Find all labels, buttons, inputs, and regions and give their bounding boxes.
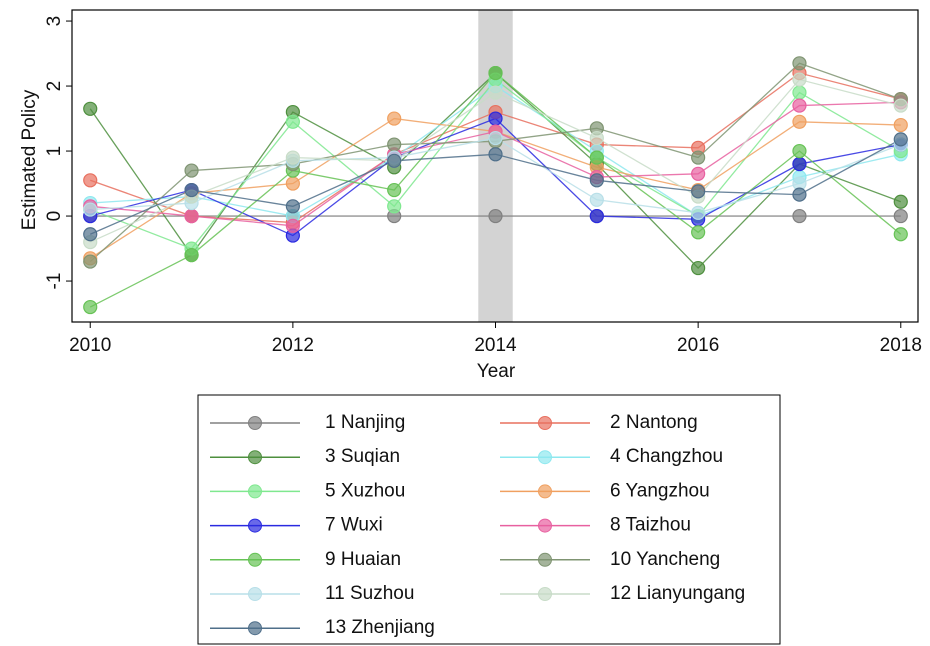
point (488, 85, 503, 100)
legend-marker (538, 450, 552, 465)
point (792, 187, 807, 202)
point (184, 182, 199, 198)
legend-label: 11 Suzhou (325, 583, 414, 604)
point (792, 56, 807, 71)
legend-label: 6 Yangzhou (610, 480, 710, 501)
legend-label: 7 Wuxi (325, 515, 383, 536)
legend-label: 9 Huaian (325, 549, 401, 570)
point (589, 173, 604, 188)
legend-label: 12 Lianyungang (610, 583, 745, 604)
point (691, 150, 706, 165)
point (792, 98, 807, 113)
point (83, 101, 98, 116)
point (387, 111, 402, 126)
point (83, 254, 98, 269)
point (387, 199, 402, 214)
legend-marker (538, 552, 552, 567)
point (387, 153, 402, 168)
point (589, 192, 604, 207)
point (83, 202, 98, 217)
point (893, 132, 908, 147)
point (893, 227, 908, 242)
point (792, 72, 807, 87)
legend-label: 2 Nantong (610, 412, 698, 433)
y-tick-label: -1 (44, 273, 65, 290)
point (691, 225, 706, 240)
y-tick-label: 3 (44, 16, 65, 27)
point (792, 114, 807, 129)
point (792, 143, 807, 159)
point (285, 150, 300, 165)
legend-label: 3 Suqian (325, 446, 400, 467)
legend-box (197, 394, 781, 645)
legend-marker (538, 587, 552, 601)
x-tick-label: 2018 (880, 335, 922, 356)
point (792, 208, 807, 224)
legend-label: 13 Zhenjiang (325, 617, 435, 638)
point (893, 98, 908, 113)
point (387, 137, 402, 152)
plot-frame (71, 9, 919, 323)
point (691, 166, 706, 181)
legend-label: 1 Nanjing (325, 412, 405, 433)
y-tick-label: 2 (44, 81, 65, 92)
x-axis-label: Year (477, 361, 516, 382)
legend-marker (538, 518, 552, 533)
legend-label: 4 Changzhou (610, 446, 723, 467)
point (893, 194, 908, 209)
point (285, 114, 300, 129)
legend-marker (248, 552, 262, 567)
point (589, 208, 604, 224)
legend-marker (248, 518, 262, 533)
point (488, 111, 503, 126)
point (83, 227, 98, 242)
legend-label: 10 Yancheng (610, 549, 720, 570)
legend-marker (248, 587, 262, 601)
y-tick-label: 0 (44, 211, 65, 222)
point (488, 65, 503, 81)
shaded-band (478, 10, 513, 322)
y-axis-label: Estimated Policy (19, 89, 40, 230)
point (488, 130, 503, 146)
x-tick-label: 2012 (272, 335, 314, 356)
point (488, 208, 503, 224)
point (691, 184, 706, 199)
point (893, 208, 908, 224)
point (691, 205, 706, 220)
legend-marker (248, 484, 262, 499)
legend-marker (248, 450, 262, 465)
point (83, 299, 98, 315)
point (589, 150, 604, 165)
x-tick-label: 2010 (69, 335, 111, 356)
point (792, 156, 807, 172)
point (285, 176, 300, 191)
point (792, 85, 807, 100)
point (589, 130, 604, 146)
legend-marker (248, 416, 262, 430)
x-tick-label: 2016 (677, 335, 719, 356)
point (691, 260, 706, 276)
point (83, 173, 98, 188)
legend-label: 5 Xuzhou (325, 480, 405, 501)
x-tick-label: 2014 (474, 335, 517, 356)
legend-label: 8 Taizhou (610, 515, 691, 536)
legend-marker (538, 484, 552, 499)
point (387, 182, 402, 198)
legend-marker (538, 416, 552, 430)
point (285, 199, 300, 214)
point (184, 163, 199, 178)
legend-marker (248, 621, 262, 636)
y-tick-label: 1 (44, 146, 65, 157)
point (893, 117, 908, 133)
point (285, 218, 300, 233)
point (184, 247, 199, 263)
point (488, 147, 503, 162)
point (184, 208, 199, 224)
